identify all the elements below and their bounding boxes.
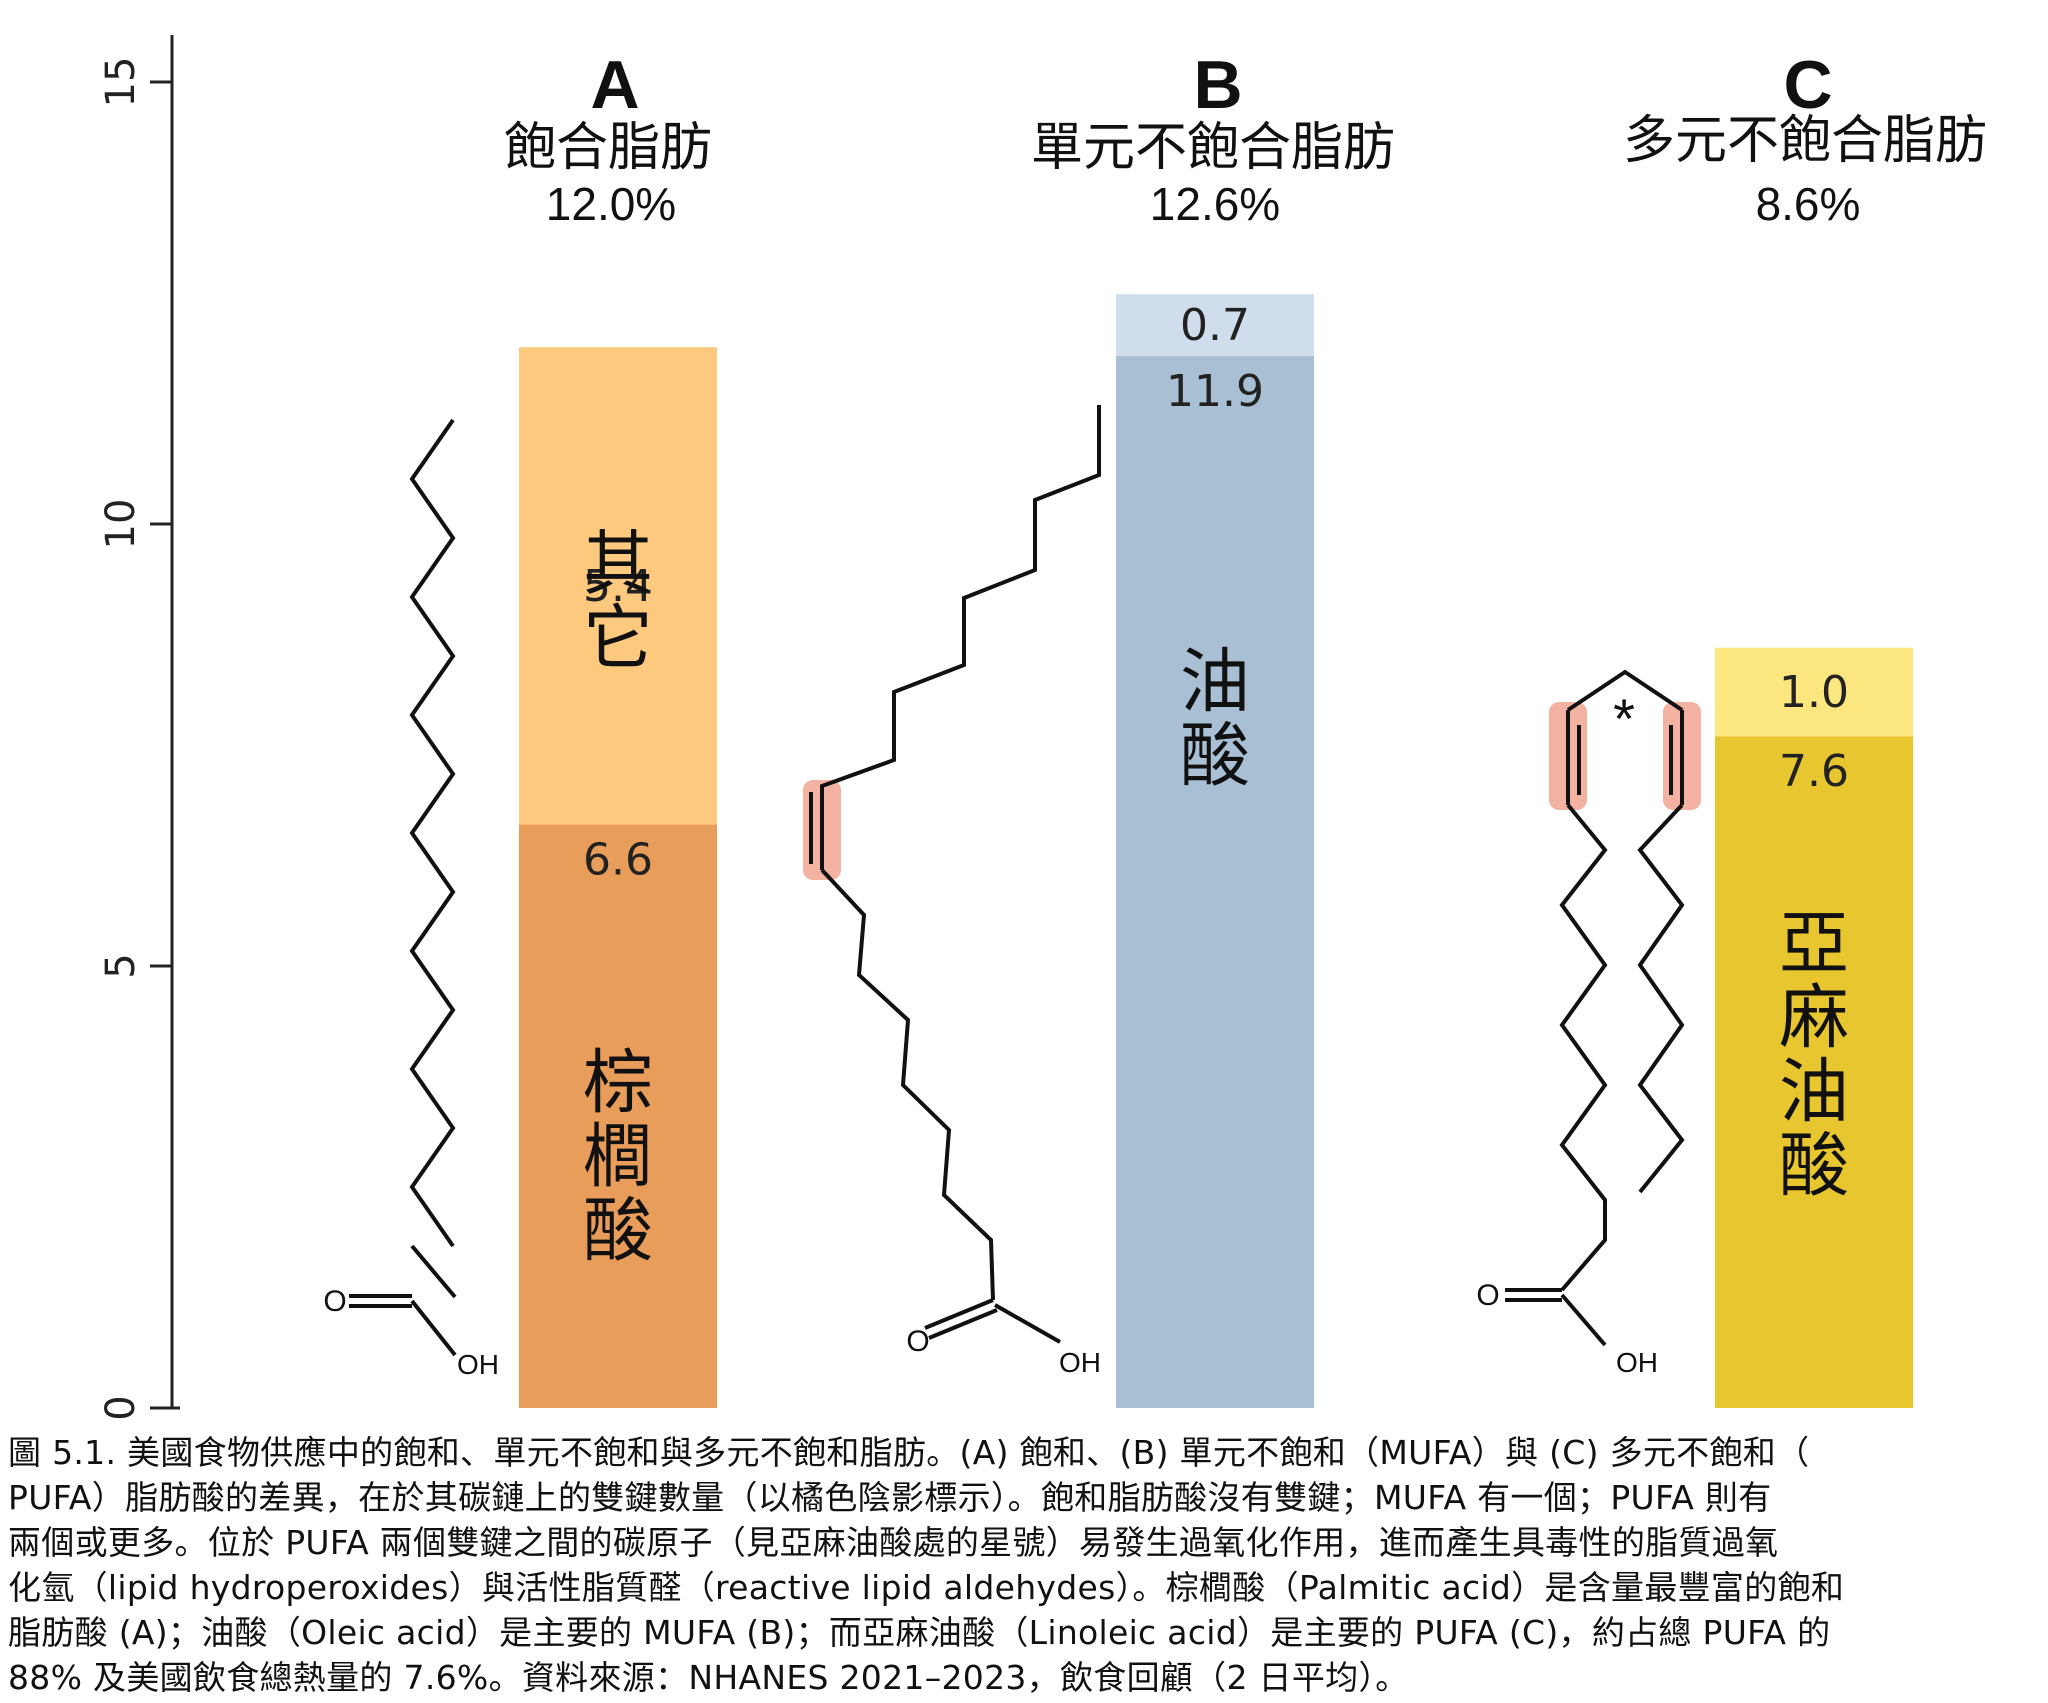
hydroxyl-bond (410, 1299, 457, 1357)
group-name: 飽合脂肪 (504, 118, 712, 178)
atom-label: OH (1616, 1347, 1658, 1378)
bar-segment-top (1116, 294, 1314, 357)
y-tick-label: 5 (98, 953, 144, 978)
bar-segment-top (519, 347, 717, 825)
linoleic-top (1566, 669, 1684, 712)
caption-line: 兩個或更多。位於 PUFA 兩個雙鍵之間的碳原子（見亞麻油酸處的星號）易發生過氧… (8, 1523, 1779, 1562)
linoleic-chain-left (1559, 803, 1608, 1292)
carbonyl-bond (924, 1298, 994, 1330)
group-letter: B (1193, 47, 1242, 123)
atom-label: OH (1059, 1347, 1101, 1378)
bar-value-label-top: 5.4 (583, 561, 653, 612)
carbonyl-bond (928, 1308, 998, 1340)
bar-name-bottom-char: 櫚 (583, 1115, 653, 1197)
atom-label: O (323, 1285, 346, 1318)
bar-value-label-bottom: 11.9 (1166, 366, 1264, 417)
bar-name-bottom-char: 麻 (1779, 976, 1849, 1058)
bar-name-bottom-char: 棕 (583, 1041, 653, 1123)
caption-line: PUFA）脂肪酸的差異，在於其碳鏈上的雙鍵數量（以橘色陰影標示）。飽和脂肪酸沒有… (8, 1478, 1772, 1517)
hydroxyl-bond (994, 1303, 1061, 1344)
bar-name-bottom-char: 油 (1779, 1050, 1849, 1132)
y-axis: 0 5 10 15 (98, 35, 180, 1420)
group-total: 12.6% (1150, 178, 1280, 230)
group-total: 12.0% (546, 178, 676, 230)
bar-value-label-bottom: 6.6 (583, 835, 653, 886)
y-tick-label: 10 (98, 499, 144, 550)
bar-segment-bottom (1116, 356, 1314, 1408)
bar-name-bottom: 棕櫚酸 (583, 1041, 653, 1271)
caption-line: 88% 及美國飲食總熱量的 7.6%。資料來源：NHANES 2021–2023… (8, 1658, 1409, 1697)
caption-line: 化氫（lipid hydroperoxides）與活性脂質醛（reactive … (8, 1568, 1845, 1607)
hydroxyl-bond (1560, 1293, 1607, 1347)
group-letter: A (590, 47, 639, 123)
bar-segment-top (1715, 647, 1913, 737)
atom-label: O (906, 1325, 929, 1358)
figure-caption: 圖 5.1. 美國食物供應中的飽和、單元不飽和與多元不飽和脂肪。(A) 飽和、(… (8, 1430, 2040, 1700)
caption-line: 脂肪酸 (A)；油酸（Oleic acid）是主要的 MUFA (B)；而亞麻油… (8, 1613, 1831, 1652)
atom-label: * (1613, 687, 1635, 750)
bar-segment-bottom (519, 824, 717, 1408)
group-name: 單元不飽合脂肪 (1031, 118, 1395, 178)
bar-value-label-top: 0.7 (1180, 300, 1250, 351)
group-total: 8.6% (1756, 178, 1861, 230)
bar-name-top-char: 其 (583, 523, 653, 605)
bar-name-bottom-char: 酸 (1779, 1124, 1849, 1206)
bar-name-top: 其它 (583, 523, 653, 679)
bar-name-bottom-char: 油 (1180, 640, 1250, 722)
bar-name-bottom-char: 酸 (583, 1189, 653, 1271)
y-tick-label: 15 (98, 57, 144, 108)
bar-name-bottom-char: 亞 (1779, 902, 1849, 984)
bar-value-label-top: 1.0 (1779, 667, 1849, 718)
oleic-chain-upper (820, 405, 1101, 870)
bar-name-top-char: 它 (583, 597, 653, 679)
group-letter: C (1783, 47, 1832, 123)
y-tick-label: 0 (98, 1395, 144, 1420)
bar-name-bottom-char: 酸 (1180, 714, 1250, 796)
palmitic-tail (410, 1244, 457, 1299)
bar-name-bottom: 油酸 (1180, 640, 1250, 796)
caption-line: 圖 5.1. 美國食物供應中的飽和、單元不飽和與多元不飽和脂肪。(A) 飽和、(… (8, 1433, 1810, 1472)
group-name: 多元不飽合脂肪 (1623, 111, 1987, 171)
molecule-structures: O OH O OH * O OH (323, 405, 1701, 1380)
bar-name-bottom: 亞麻油酸 (1779, 902, 1849, 1206)
palmitic-chain (409, 418, 456, 1248)
bar-segment-bottom (1715, 736, 1913, 1408)
linoleic-chain-right (1637, 803, 1685, 1194)
bar-value-label-bottom: 7.6 (1779, 746, 1849, 797)
atom-label: O (1476, 1279, 1499, 1312)
atom-label: OH (457, 1349, 499, 1380)
oleic-chain-lower (820, 868, 995, 1301)
